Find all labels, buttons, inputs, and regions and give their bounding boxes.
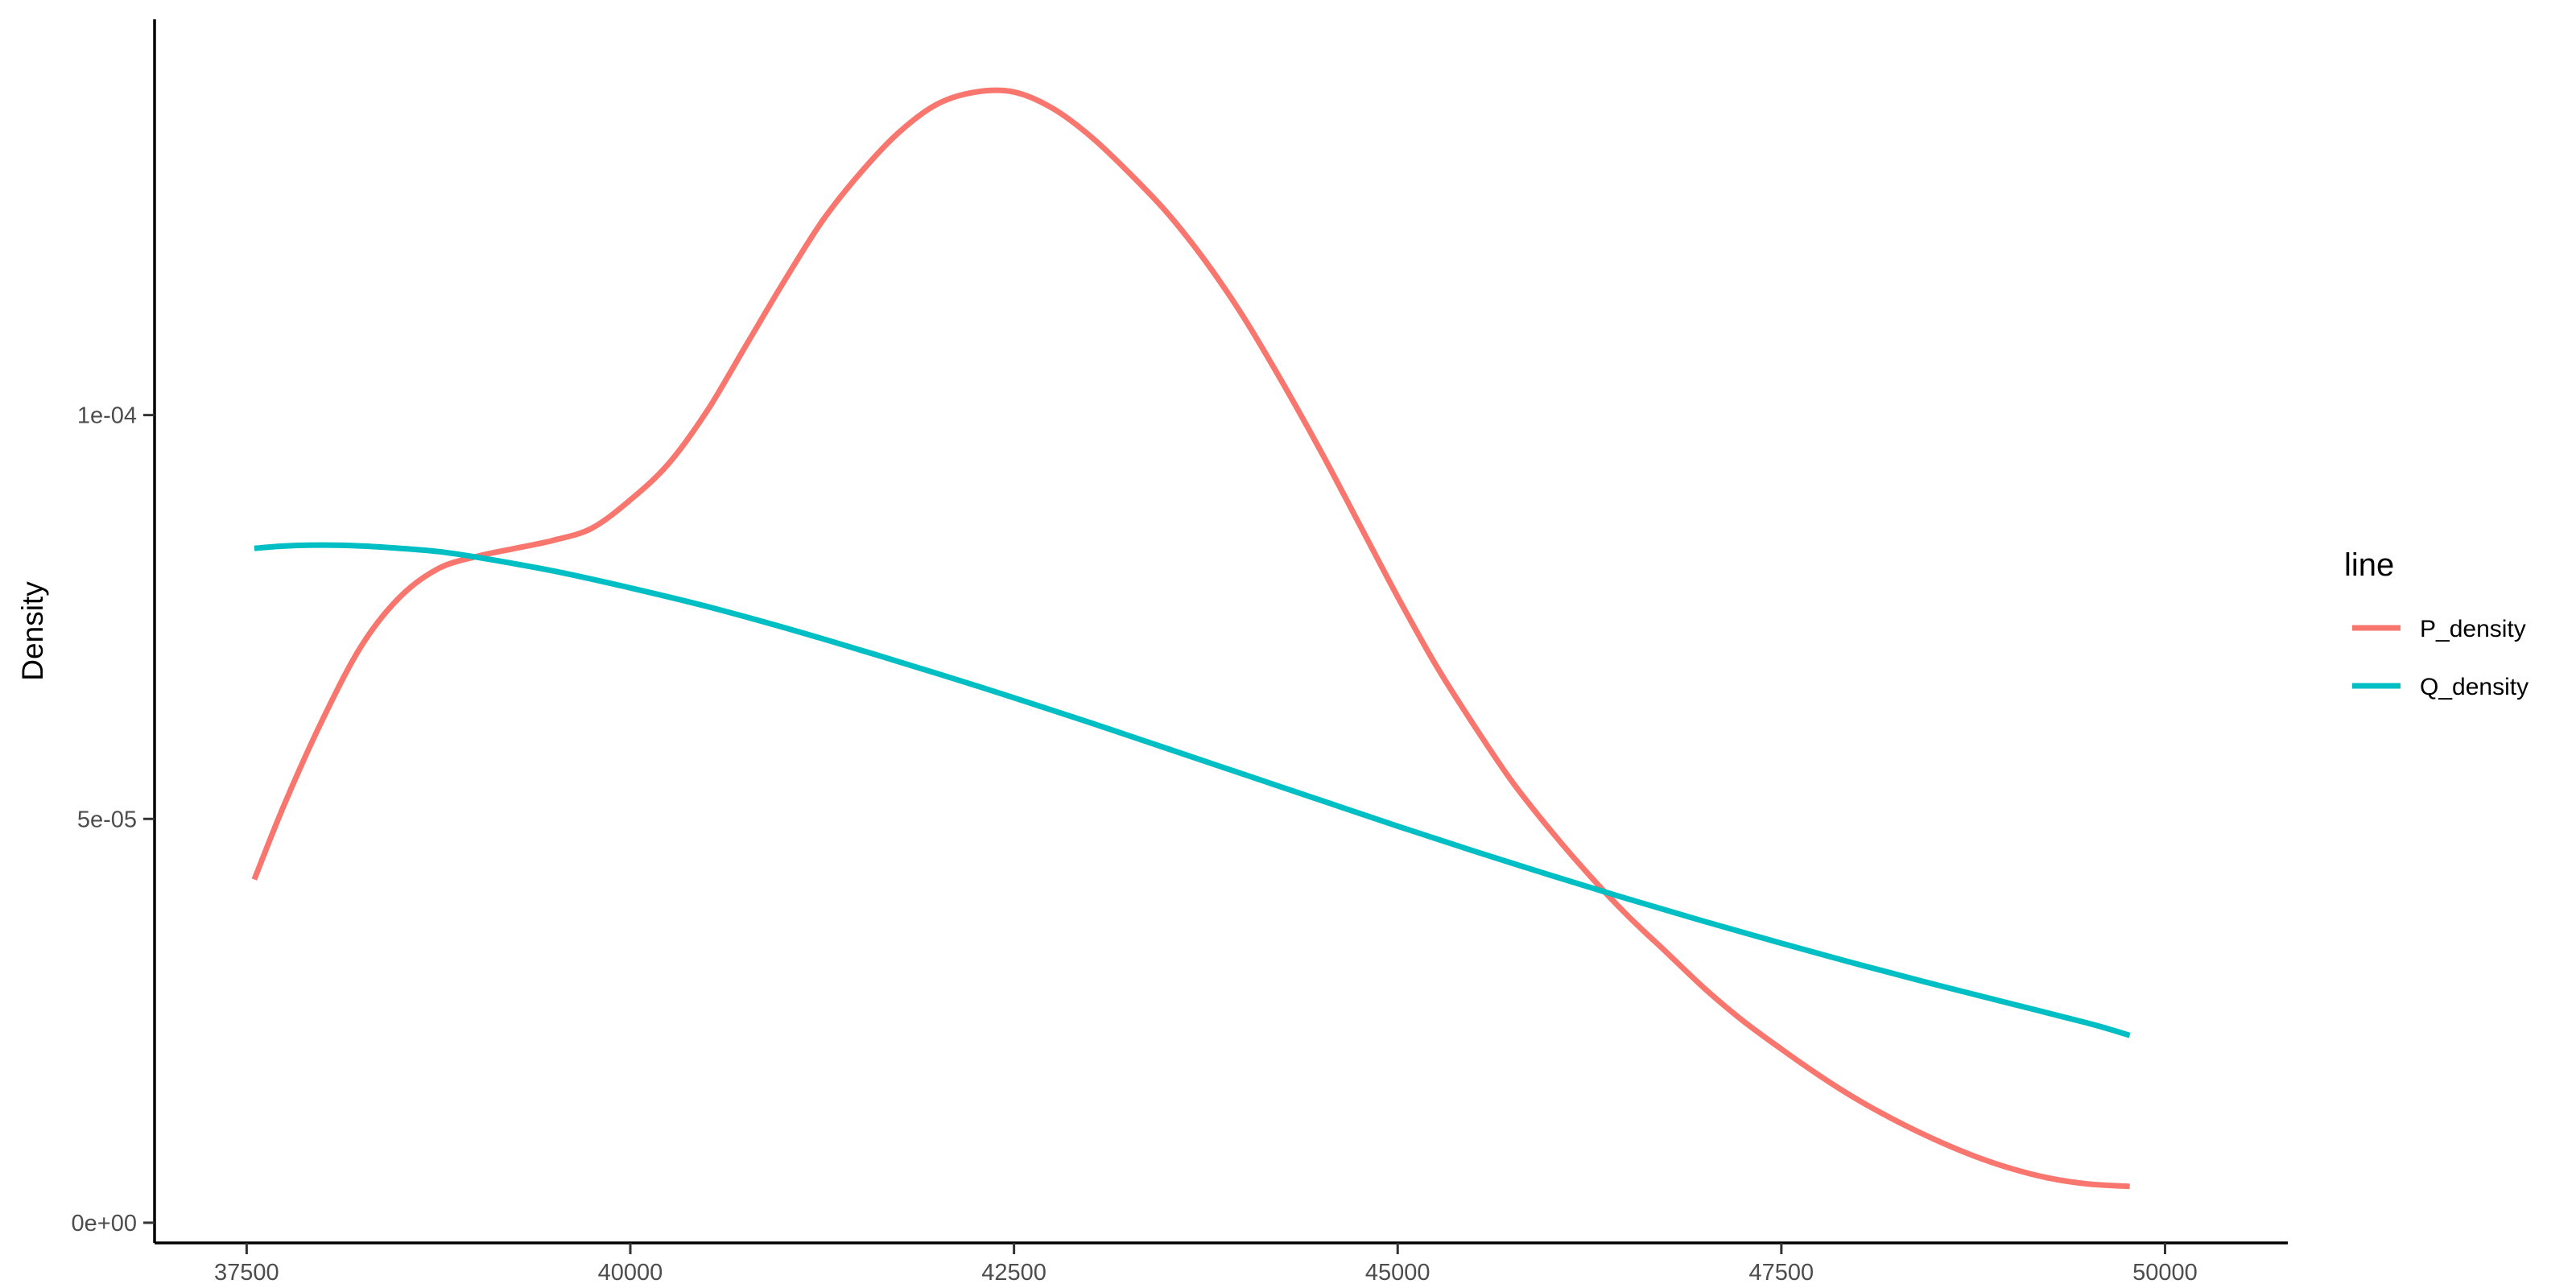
series-layer: [251, 87, 2131, 1190]
legend-items: P_density Q_density: [2352, 616, 2529, 700]
y-tick-label: 1e-04: [77, 403, 137, 429]
x-ticks: 37500 40000 42500 45000 47500 50000: [214, 1243, 2198, 1286]
x-tick-label: 40000: [598, 1260, 663, 1286]
x-tick-label: 45000: [1365, 1260, 1430, 1286]
y-axis-title: Density: [16, 581, 49, 681]
series-line-q-density: [254, 542, 2131, 1038]
y-ticks: 0e+00 5e-05 1e-04: [72, 403, 155, 1236]
series-line-p-density: [251, 87, 2130, 1190]
x-tick-label: 37500: [214, 1260, 279, 1286]
x-tick-label: 42500: [981, 1260, 1046, 1286]
legend-label-p-density: P_density: [2420, 616, 2526, 642]
x-tick-label: 47500: [1749, 1260, 1814, 1286]
x-tick-label: 50000: [2132, 1260, 2198, 1286]
legend-title: line: [2344, 547, 2394, 583]
legend: line P_density Q_density: [2344, 547, 2529, 700]
y-tick-label: 0e+00: [72, 1211, 137, 1236]
legend-label-q-density: Q_density: [2420, 674, 2529, 700]
y-tick-label: 5e-05: [77, 807, 137, 832]
